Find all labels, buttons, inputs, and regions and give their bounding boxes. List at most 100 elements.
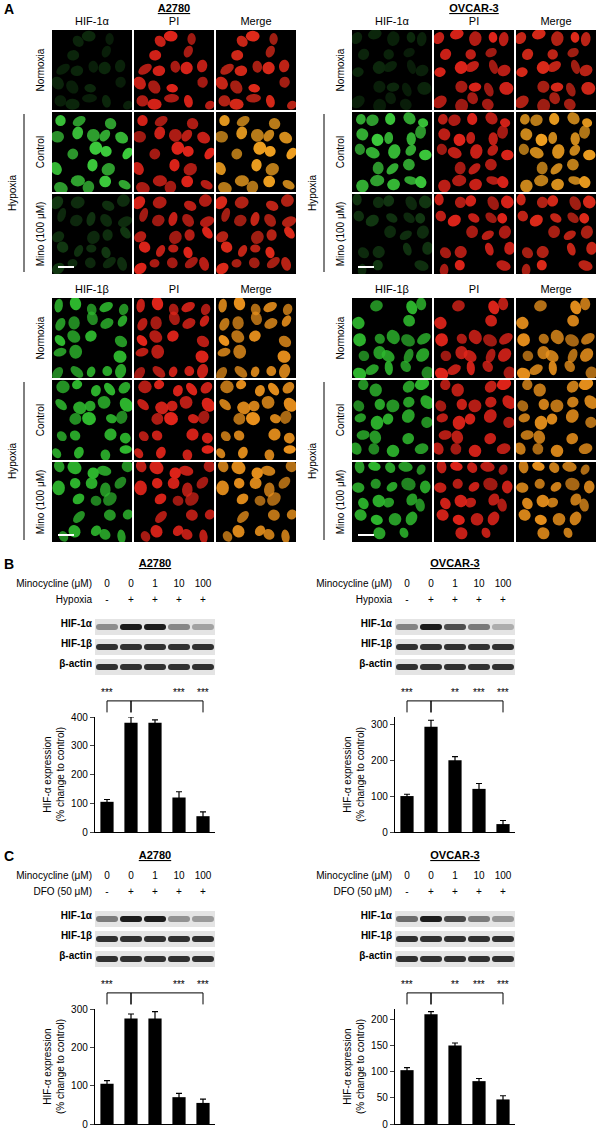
svg-text:Minocycline (μM): Minocycline (μM) <box>16 578 92 589</box>
svg-text:***: *** <box>473 687 485 698</box>
svg-text:Control: Control <box>335 136 346 168</box>
svg-text:***: *** <box>173 687 185 698</box>
svg-text:β-actin: β-actin <box>59 950 92 961</box>
svg-text:0: 0 <box>82 1119 88 1130</box>
svg-text:Merge: Merge <box>540 283 571 295</box>
svg-text:+: + <box>428 594 434 605</box>
svg-text:Minocycline (μM): Minocycline (μM) <box>316 578 392 589</box>
svg-text:200: 200 <box>371 755 388 766</box>
svg-text:HIF-1β: HIF-1β <box>61 930 92 941</box>
svg-text:-: - <box>105 594 108 605</box>
svg-text:***: *** <box>497 687 509 698</box>
svg-text:HIF-1β: HIF-1β <box>361 638 392 649</box>
svg-text:Normoxia: Normoxia <box>335 316 346 359</box>
svg-text:Control: Control <box>35 404 46 436</box>
svg-text:HIF-1β: HIF-1β <box>75 283 109 295</box>
svg-text:Mino (100 μM): Mino (100 μM) <box>35 202 46 267</box>
svg-text:Hypoxia: Hypoxia <box>7 175 18 212</box>
svg-text:HIF-α expression(% change to c: HIF-α expression(% change to control) <box>42 727 66 822</box>
svg-text:C: C <box>4 848 14 864</box>
svg-text:PI: PI <box>469 15 479 27</box>
svg-text:***: *** <box>401 979 413 990</box>
svg-text:100: 100 <box>371 791 388 802</box>
svg-text:A2780: A2780 <box>158 2 190 14</box>
svg-text:-: - <box>105 886 108 897</box>
svg-text:-: - <box>405 594 408 605</box>
svg-text:400: 400 <box>71 712 88 723</box>
svg-text:β-actin: β-actin <box>359 658 392 669</box>
svg-text:50: 50 <box>377 1092 389 1103</box>
svg-text:+: + <box>476 594 482 605</box>
svg-text:A2780: A2780 <box>139 557 171 569</box>
svg-text:HIF-1α: HIF-1α <box>375 15 410 27</box>
svg-text:+: + <box>452 886 458 897</box>
svg-text:OVCAR-3: OVCAR-3 <box>449 2 499 14</box>
svg-text:Control: Control <box>35 136 46 168</box>
svg-text:Hypoxia: Hypoxia <box>307 443 318 480</box>
svg-text:200: 200 <box>71 769 88 780</box>
svg-text:10: 10 <box>173 578 185 589</box>
svg-text:+: + <box>128 886 134 897</box>
svg-text:PI: PI <box>169 283 179 295</box>
svg-text:A: A <box>4 1 14 17</box>
svg-text:***: *** <box>101 687 113 698</box>
svg-text:300: 300 <box>71 1004 88 1015</box>
svg-text:HIF-1α: HIF-1α <box>61 910 93 921</box>
svg-text:1: 1 <box>152 578 158 589</box>
svg-text:HIF-1β: HIF-1β <box>361 930 392 941</box>
svg-text:Merge: Merge <box>240 283 271 295</box>
svg-text:HIF-α expression(% change to c: HIF-α expression(% change to control) <box>42 1019 66 1114</box>
svg-text:+: + <box>428 886 434 897</box>
svg-text:0: 0 <box>82 827 88 838</box>
svg-text:+: + <box>476 886 482 897</box>
svg-text:***: *** <box>473 979 485 990</box>
svg-text:+: + <box>452 594 458 605</box>
svg-text:***: *** <box>497 979 509 990</box>
svg-text:Hypoxia: Hypoxia <box>307 175 318 212</box>
svg-text:OVCAR-3: OVCAR-3 <box>430 849 480 861</box>
svg-text:0: 0 <box>104 870 110 881</box>
svg-text:+: + <box>152 886 158 897</box>
svg-text:Merge: Merge <box>240 15 271 27</box>
svg-text:***: *** <box>197 979 209 990</box>
svg-text:100: 100 <box>495 578 512 589</box>
svg-text:***: *** <box>173 979 185 990</box>
svg-text:Mino (100 μM): Mino (100 μM) <box>335 202 346 267</box>
svg-text:**: ** <box>451 979 459 990</box>
svg-text:+: + <box>176 886 182 897</box>
svg-text:Normoxia: Normoxia <box>35 316 46 359</box>
svg-text:Normoxia: Normoxia <box>35 48 46 91</box>
svg-text:PI: PI <box>469 283 479 295</box>
svg-text:***: *** <box>401 687 413 698</box>
svg-text:Normoxia: Normoxia <box>335 48 346 91</box>
svg-text:Minocycline (μM): Minocycline (μM) <box>16 870 92 881</box>
svg-text:0: 0 <box>382 827 388 838</box>
svg-text:**: ** <box>451 687 459 698</box>
svg-text:Control: Control <box>335 404 346 436</box>
svg-text:+: + <box>200 594 206 605</box>
svg-text:300: 300 <box>371 719 388 730</box>
svg-text:DFO (50 μM): DFO (50 μM) <box>333 886 392 897</box>
svg-text:1: 1 <box>152 870 158 881</box>
svg-text:150: 150 <box>371 1040 388 1051</box>
svg-text:300: 300 <box>71 740 88 751</box>
svg-text:Hypoxia: Hypoxia <box>356 594 393 605</box>
svg-text:HIF-1α: HIF-1α <box>361 618 393 629</box>
svg-text:0: 0 <box>404 578 410 589</box>
svg-text:A2780: A2780 <box>139 849 171 861</box>
svg-text:1: 1 <box>452 870 458 881</box>
svg-text:100: 100 <box>371 1066 388 1077</box>
svg-text:HIF-α expression(% change to c: HIF-α expression(% change to control) <box>342 727 366 822</box>
svg-text:HIF-1β: HIF-1β <box>61 638 92 649</box>
svg-text:100: 100 <box>71 798 88 809</box>
svg-text:+: + <box>176 594 182 605</box>
svg-text:0: 0 <box>128 870 134 881</box>
svg-text:100: 100 <box>71 1080 88 1091</box>
svg-text:Mino (100 μM): Mino (100 μM) <box>35 470 46 535</box>
svg-text:-: - <box>405 886 408 897</box>
svg-text:+: + <box>128 594 134 605</box>
svg-text:10: 10 <box>173 870 185 881</box>
svg-text:10: 10 <box>473 578 485 589</box>
svg-text:+: + <box>500 594 506 605</box>
svg-text:0: 0 <box>128 578 134 589</box>
